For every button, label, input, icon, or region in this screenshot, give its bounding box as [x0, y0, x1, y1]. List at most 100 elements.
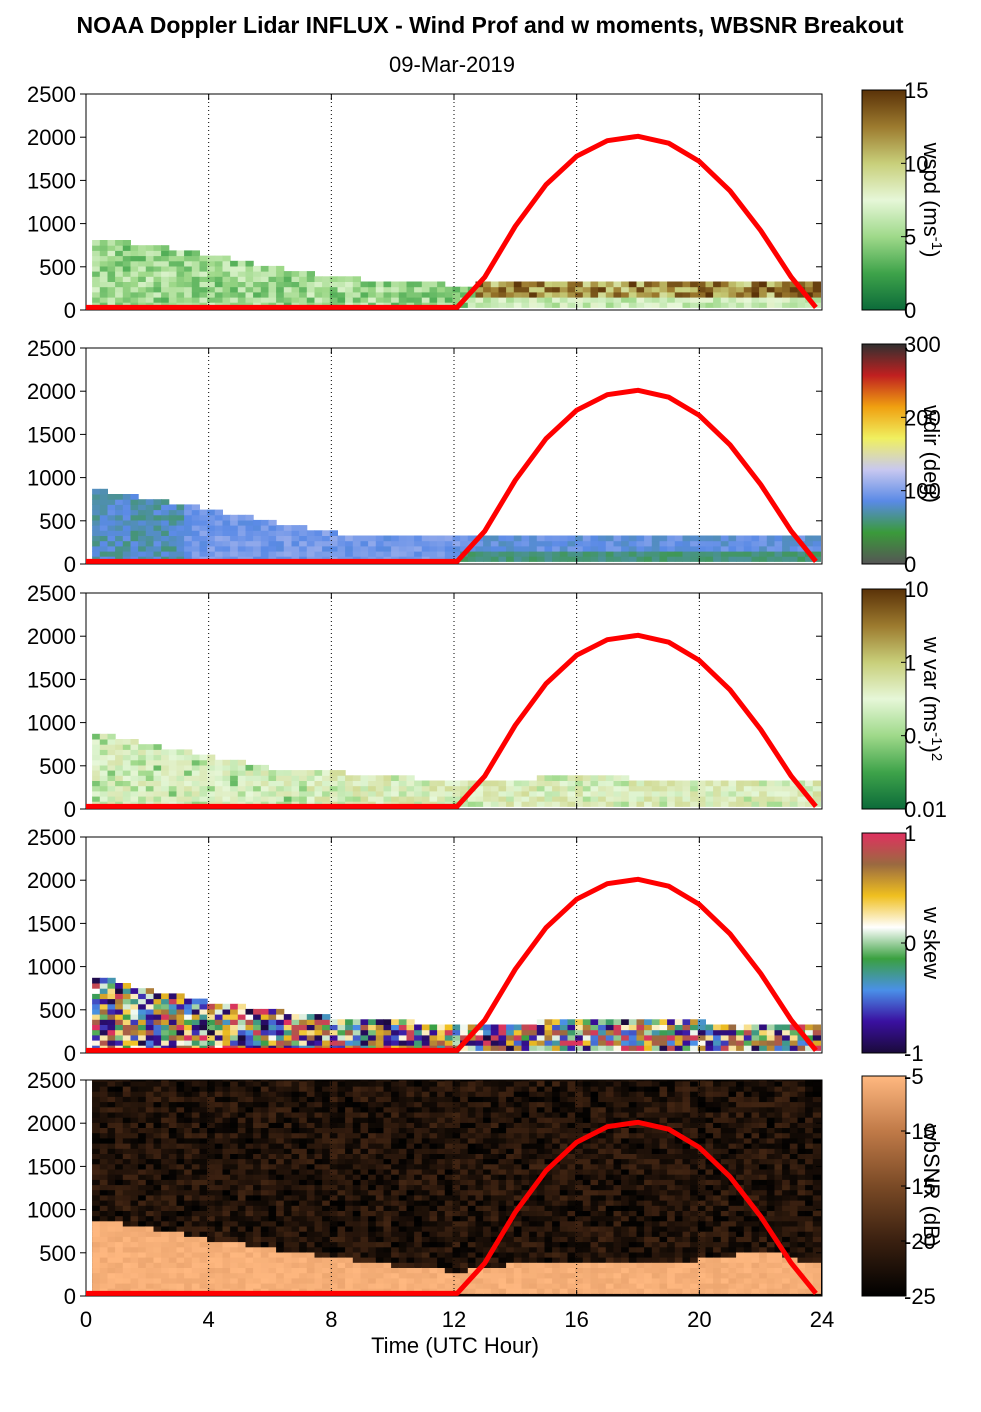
heatmap-cell — [421, 1231, 430, 1237]
heatmap-cell — [191, 1236, 200, 1243]
heatmap-cell — [575, 790, 584, 797]
heatmap-cell — [352, 1169, 361, 1175]
heatmap-cell — [122, 1096, 131, 1103]
heatmap-cell — [812, 1024, 821, 1031]
heatmap-cell — [697, 545, 706, 552]
heatmap-cell — [368, 790, 377, 797]
heatmap-cell — [429, 1096, 438, 1103]
heatmap-cell — [521, 785, 530, 792]
heatmap-cell — [751, 302, 760, 308]
heatmap-cell — [276, 276, 285, 282]
heatmap-cell — [268, 1008, 277, 1015]
heatmap-cell — [659, 1045, 668, 1051]
heatmap-cell — [138, 297, 147, 303]
heatmap-cell — [337, 785, 346, 792]
heatmap-cell — [337, 1262, 346, 1268]
heatmap-cell — [199, 1127, 208, 1134]
heatmap-cell — [444, 545, 453, 552]
heatmap-cell — [421, 1127, 430, 1134]
heatmap-cell — [713, 1024, 722, 1031]
heatmap-cell — [214, 759, 223, 766]
heatmap-cell — [130, 1148, 139, 1154]
heatmap-cell — [360, 1215, 369, 1222]
heatmap-cell — [697, 1040, 706, 1046]
heatmap-cell — [651, 796, 660, 802]
heatmap-cell — [536, 302, 545, 308]
heatmap-cell — [145, 535, 154, 542]
heatmap-cell — [429, 1231, 438, 1237]
heatmap-cell — [659, 796, 668, 802]
heatmap-cell — [306, 775, 315, 781]
heatmap-cell — [559, 796, 568, 802]
heatmap-cell — [184, 1205, 193, 1211]
heatmap-cell — [222, 1014, 231, 1020]
solar-elevation-line — [86, 876, 818, 1053]
heatmap-cell — [329, 1080, 338, 1087]
heatmap-cell — [253, 535, 262, 542]
heatmap-cell — [360, 1117, 369, 1123]
heatmap-cell — [513, 1029, 522, 1036]
heatmap-cell — [674, 790, 683, 797]
heatmap-cell — [161, 1101, 170, 1108]
heatmap-cell — [414, 790, 423, 797]
heatmap-cell — [130, 1117, 139, 1123]
heatmap-cell — [360, 1122, 369, 1128]
heatmap-cell — [437, 291, 446, 298]
heatmap-cell — [176, 1080, 185, 1082]
heatmap-cell — [552, 1029, 561, 1036]
heatmap-cell — [92, 1272, 101, 1279]
heatmap-cell — [214, 1040, 223, 1046]
heatmap-cell — [644, 291, 653, 298]
heatmap-cell — [375, 1200, 384, 1206]
heatmap-cell — [391, 796, 400, 802]
heatmap-cell — [628, 1019, 637, 1025]
heatmap-cell — [513, 551, 522, 557]
heatmap-cell — [276, 1179, 285, 1186]
heatmap-cell — [153, 1106, 162, 1113]
heatmap-cell — [122, 1184, 131, 1191]
heatmap-cell — [237, 1148, 246, 1154]
heatmap-cell — [268, 1117, 277, 1123]
heatmap-cell — [628, 551, 637, 557]
heatmap-cell — [245, 1184, 254, 1191]
heatmap-cell — [184, 1019, 193, 1025]
heatmap-cell — [406, 535, 415, 542]
heatmap-cell — [245, 265, 254, 272]
heatmap-cell — [176, 1153, 185, 1160]
heatmap-cell — [268, 265, 277, 272]
heatmap-cell — [184, 1262, 193, 1268]
heatmap-cell — [199, 545, 208, 552]
heatmap-cell — [421, 540, 430, 547]
heatmap-cell — [383, 1257, 392, 1263]
heatmap-cell — [483, 297, 492, 303]
heatmap-cell — [191, 1003, 200, 1010]
heatmap-cell — [452, 1137, 461, 1144]
heatmap-cell — [743, 302, 752, 308]
heatmap-cell — [145, 1262, 154, 1268]
heatmap-cell — [122, 790, 131, 797]
heatmap-cell — [115, 1220, 124, 1227]
heatmap-cell — [245, 1174, 254, 1180]
heatmap-cell — [452, 796, 461, 802]
heatmap-cell — [283, 1034, 292, 1041]
heatmap-cell — [759, 281, 768, 288]
heatmap-cell — [191, 1215, 200, 1222]
heatmap-cell — [414, 1024, 423, 1031]
heatmap-cell — [314, 1122, 323, 1128]
heatmap-cell — [797, 790, 806, 797]
heatmap-cell — [191, 1080, 200, 1082]
heatmap-cell — [138, 998, 147, 1005]
heatmap-cell — [306, 1194, 315, 1201]
heatmap-cell — [582, 551, 591, 557]
heatmap-cell — [475, 1226, 484, 1232]
heatmap-cell — [774, 297, 783, 303]
heatmap-cell — [552, 281, 561, 288]
heatmap-cell — [421, 1272, 430, 1279]
heatmap-cell — [345, 1112, 354, 1118]
heatmap-cell — [368, 1179, 377, 1186]
heatmap-cell — [99, 1215, 108, 1222]
heatmap-cell — [651, 1040, 660, 1046]
heatmap-cell — [352, 1132, 361, 1139]
heatmap-cell — [92, 1143, 101, 1149]
heatmap-cell — [214, 1210, 223, 1217]
